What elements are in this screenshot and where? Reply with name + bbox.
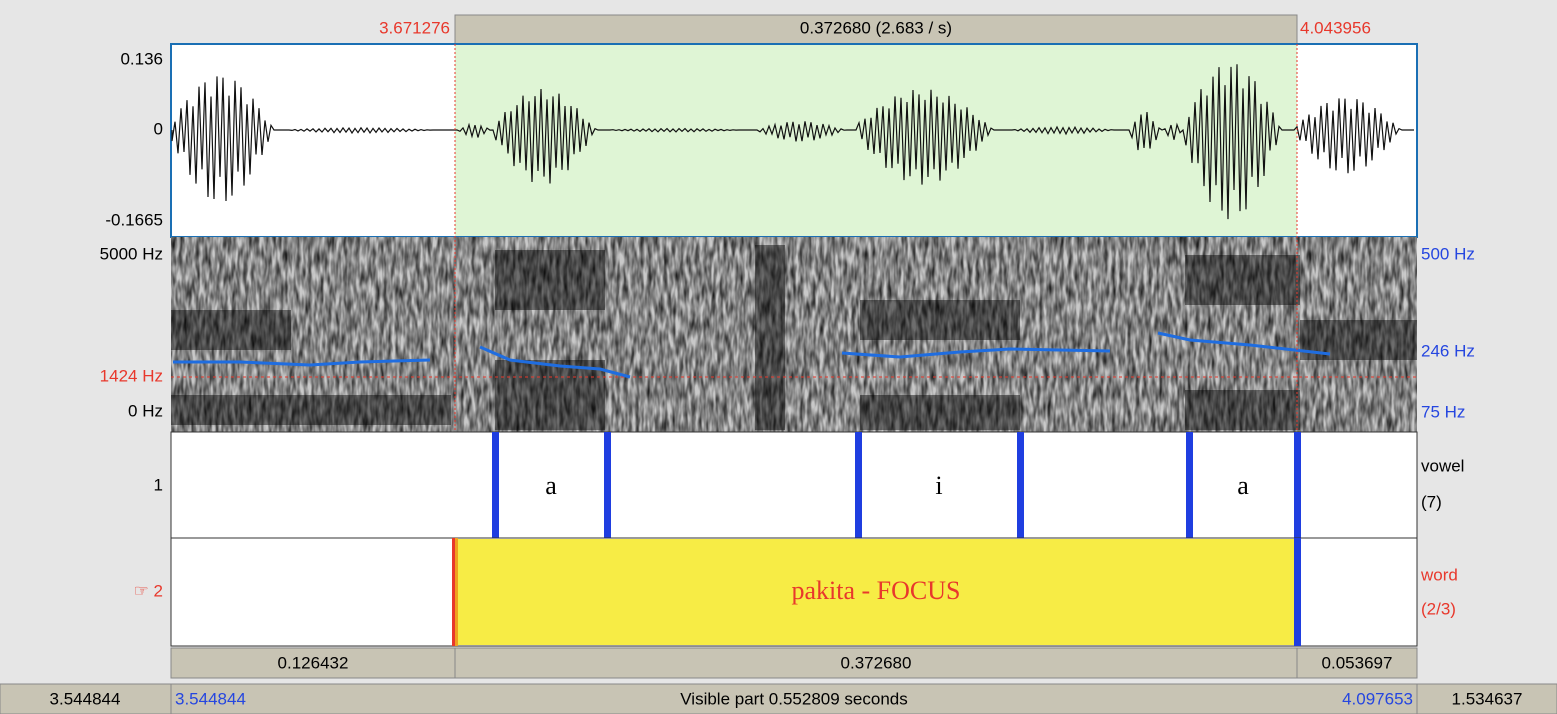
selection-end: 4.043956 [1300, 18, 1371, 37]
tier-count: (7) [1421, 492, 1442, 511]
selection-start: 3.671276 [379, 18, 450, 37]
boundary [1294, 538, 1301, 646]
tier-count: (2/3) [1421, 599, 1456, 618]
tier-name: word [1420, 565, 1458, 584]
duration: 0.126432 [278, 653, 349, 672]
amp-min: -0.1665 [105, 210, 163, 229]
duration: 0.372680 [841, 653, 912, 672]
tier-name: vowel [1421, 456, 1464, 475]
boundary [455, 538, 458, 646]
interval-label[interactable]: i [935, 471, 942, 500]
duration: 0.053697 [1322, 653, 1393, 672]
window-start: 3.544844 [50, 689, 121, 708]
visible-duration: Visible part 0.552809 seconds [680, 689, 907, 708]
amp-max: 0.136 [120, 49, 163, 68]
freq-cursor: 1424 Hz [100, 366, 163, 385]
pitch-min: 75 Hz [1421, 402, 1465, 421]
freq-max: 5000 Hz [100, 244, 163, 263]
pitch-max: 500 Hz [1421, 244, 1475, 263]
interval-label[interactable]: pakita - FOCUS [792, 576, 961, 605]
page: 3.671276 0.372680 (2.683 / s) 4.043956 0… [0, 0, 1557, 714]
visible-start: 3.544844 [175, 689, 246, 708]
tier-number: 1 [154, 475, 163, 494]
pitch-mid: 246 Hz [1421, 341, 1475, 360]
interval-label[interactable]: a [545, 471, 557, 500]
amp-zero: 0 [154, 119, 163, 138]
freq-min: 0 Hz [128, 401, 163, 420]
tier-1[interactable] [171, 432, 1417, 538]
interval-label[interactable]: a [1237, 471, 1249, 500]
visible-end: 4.097653 [1342, 689, 1413, 708]
spectrogram-texture [171, 237, 1417, 432]
boundary [452, 538, 455, 646]
selection-duration: 0.372680 (2.683 / s) [800, 18, 952, 37]
praat-editor: 3.671276 0.372680 (2.683 / s) 4.043956 0… [0, 0, 1557, 714]
tier-number: ☞ 2 [134, 581, 163, 600]
window-end: 1.534637 [1452, 689, 1523, 708]
